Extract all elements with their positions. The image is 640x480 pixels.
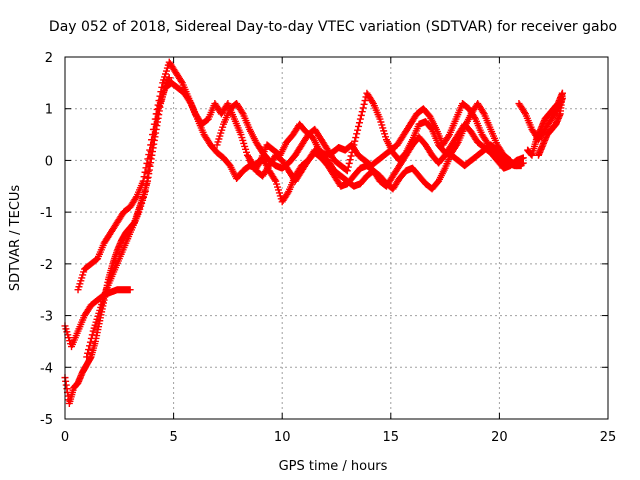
data-point	[142, 181, 150, 189]
data-point	[144, 168, 152, 176]
data-point	[177, 77, 185, 85]
x-tick-label: 0	[61, 430, 69, 445]
y-tick-label: -1	[40, 206, 53, 221]
data-point	[146, 146, 154, 154]
x-tick-label: 5	[169, 430, 177, 445]
data-point	[344, 163, 352, 171]
data-point	[87, 334, 95, 342]
data-point	[519, 154, 527, 162]
data-point	[357, 111, 365, 119]
data-point	[350, 141, 358, 149]
y-tick-label: -4	[40, 361, 53, 376]
data-point	[479, 108, 487, 116]
x-tick-label: 25	[600, 430, 617, 445]
data-point	[165, 74, 173, 82]
data-point	[347, 152, 355, 160]
data-point	[355, 119, 363, 127]
data-point	[358, 108, 366, 116]
data-point	[151, 125, 159, 133]
x-tick-label: 15	[383, 430, 400, 445]
data-point	[145, 161, 153, 169]
data-point	[238, 108, 246, 116]
data-point	[139, 177, 147, 185]
data-point	[351, 137, 359, 145]
data-point	[150, 131, 158, 139]
plot-frame	[64, 56, 609, 420]
x-axis-label: GPS time / hours	[279, 459, 388, 474]
data-point	[346, 156, 354, 164]
data-point	[356, 115, 364, 123]
y-tick-label: 0	[45, 154, 53, 169]
y-tick-label: -3	[40, 310, 53, 325]
data-point	[359, 104, 367, 112]
data-point	[83, 353, 91, 361]
data-point	[360, 100, 368, 108]
y-axis-label: SDTVAR / TECUs	[8, 185, 23, 292]
x-tick-label: 20	[491, 430, 508, 445]
series-track-h	[534, 89, 566, 159]
data-point	[355, 122, 363, 130]
data-point	[368, 98, 376, 106]
data-point	[445, 132, 453, 140]
chart-title: Day 052 of 2018, Sidereal Day-to-day VTE…	[49, 19, 617, 35]
data-point	[284, 189, 292, 197]
data-point	[352, 134, 360, 142]
axis-ticks	[64, 56, 609, 420]
data-point	[348, 148, 356, 156]
data-point	[146, 154, 154, 162]
data-point	[186, 98, 194, 106]
data-point	[148, 141, 156, 149]
data-point	[143, 174, 151, 182]
data-point	[149, 136, 157, 144]
series-track-f	[246, 120, 527, 190]
data-point	[85, 346, 93, 354]
data-point	[86, 342, 94, 350]
data-point	[558, 89, 566, 97]
data-point	[349, 145, 357, 153]
x-tick-label: 10	[274, 430, 291, 445]
data-point	[132, 194, 140, 202]
series-track-d	[83, 79, 514, 361]
data-point	[141, 187, 149, 195]
data-point	[86, 338, 94, 346]
data-point	[140, 173, 148, 181]
data-point	[84, 349, 92, 357]
data-point	[361, 97, 369, 105]
data-point	[354, 126, 362, 134]
data-point	[343, 167, 351, 175]
y-tick-label: 1	[45, 103, 53, 118]
data-point	[271, 176, 279, 184]
data-point	[345, 159, 353, 167]
data-point	[88, 331, 96, 339]
y-tick-label: 2	[45, 51, 53, 66]
data-point	[141, 168, 149, 176]
data-point	[126, 286, 134, 294]
data-point	[153, 110, 161, 118]
data-point	[521, 108, 529, 116]
data-point	[353, 130, 361, 138]
data-point	[153, 115, 161, 123]
data-point	[152, 120, 160, 128]
series-track-i	[524, 89, 566, 159]
y-tick-label: -5	[40, 413, 53, 428]
data-point	[147, 148, 155, 156]
y-tick-label: -2	[40, 258, 53, 273]
data-points	[61, 58, 566, 407]
